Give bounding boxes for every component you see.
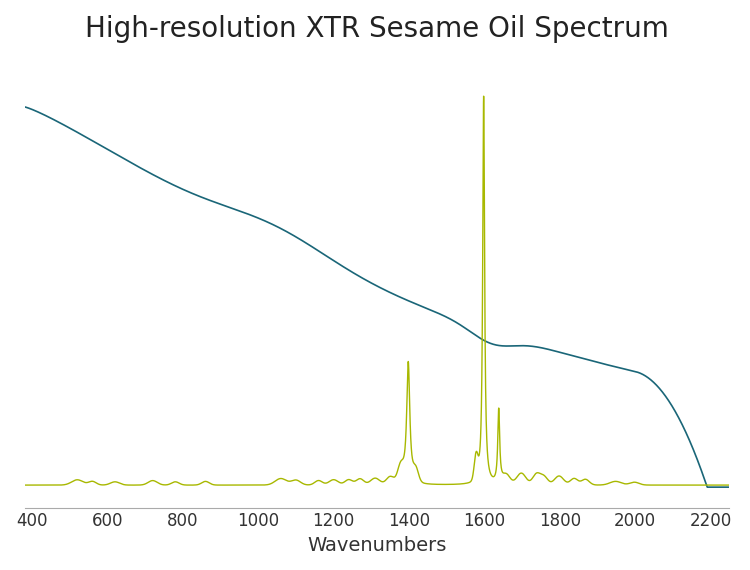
X-axis label: Wavenumbers: Wavenumbers <box>308 536 447 555</box>
Title: High-resolution XTR Sesame Oil Spectrum: High-resolution XTR Sesame Oil Spectrum <box>85 15 669 43</box>
